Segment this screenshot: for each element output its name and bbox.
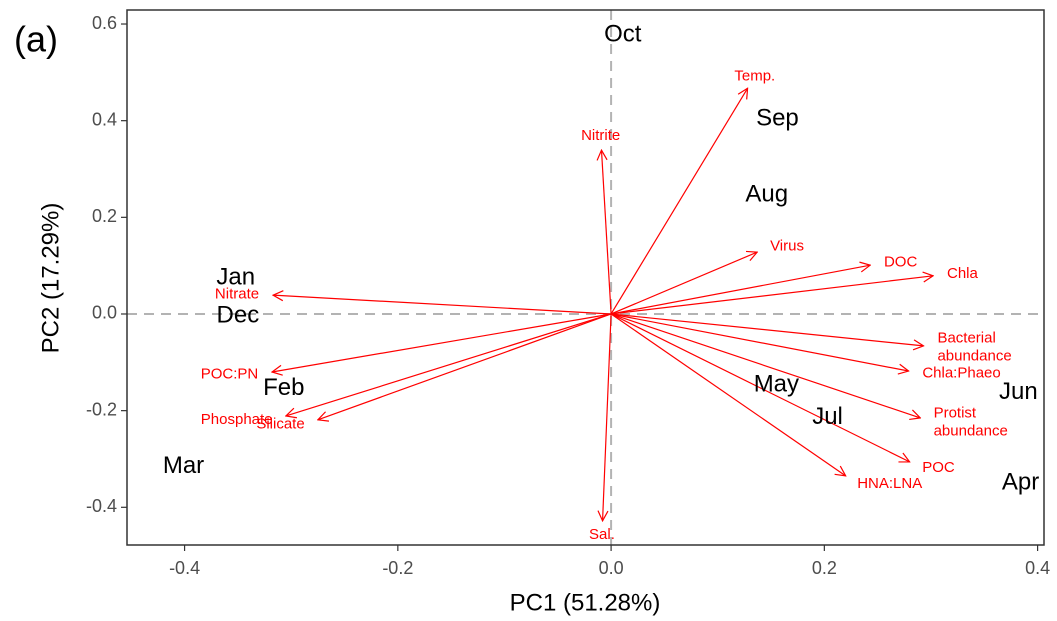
loading-arrow: [611, 313, 923, 346]
sample-point: Jul: [812, 403, 843, 430]
loading-arrow: [603, 313, 612, 521]
x-axis-title: PC1 (51.28%): [510, 589, 661, 616]
loading-arrow: [318, 313, 612, 420]
x-tick-label: -0.2: [382, 558, 413, 578]
sample-point: Dec: [217, 301, 260, 328]
arrow-label: Bacterial abundance: [937, 329, 1011, 364]
arrow-label: Chla: [947, 265, 979, 282]
arrow-label: Virus: [770, 238, 804, 255]
loading-arrow: [273, 295, 612, 315]
loading-arrow: [610, 88, 747, 315]
x-tick-label: 0.4: [1025, 558, 1050, 578]
arrow-label: HNA:LNA: [857, 475, 922, 492]
loading-arrow: [272, 313, 612, 372]
sample-point: Apr: [1002, 468, 1039, 495]
loading-arrow: [610, 313, 846, 476]
y-tick-label: 0.6: [92, 13, 117, 33]
sample-point: May: [754, 370, 799, 397]
x-tick-label: -0.4: [169, 558, 200, 578]
arrow-label: DOC: [884, 254, 918, 271]
sample-point: Mar: [163, 452, 204, 479]
loading-arrow: [601, 150, 612, 315]
x-tick-label: 0.0: [599, 558, 624, 578]
loading-arrow: [286, 313, 612, 416]
sample-point: Feb: [263, 374, 304, 401]
panel-label: (a): [14, 19, 58, 60]
arrow-label: Sal.: [589, 526, 615, 543]
sample-point: Aug: [745, 180, 788, 207]
arrow-label: Silicate: [256, 416, 304, 433]
loading-arrow: [611, 276, 933, 315]
arrow-label: POC:PN: [201, 365, 259, 382]
arrow-label: Temp.: [734, 67, 775, 84]
arrow-label-line: Protist: [934, 404, 977, 421]
sample-point: Sep: [756, 105, 799, 132]
sample-point: Oct: [604, 20, 642, 47]
arrow-label: Nitrate: [215, 285, 259, 302]
y-axis-title: PC2 (17.29%): [37, 203, 64, 354]
arrow-label: Protist abundance: [934, 404, 1008, 439]
loading-arrow: [610, 313, 920, 418]
y-tick-label: 0.0: [92, 303, 117, 323]
sample-point: Jan: [216, 264, 255, 291]
arrow-label: Phosphate: [201, 411, 273, 428]
y-tick-label: -0.2: [86, 399, 117, 419]
arrow-label: POC: [922, 459, 955, 476]
arrow-label-line: abundance: [937, 347, 1011, 364]
y-tick-label: 0.4: [92, 109, 117, 129]
x-tick-label: 0.2: [812, 558, 837, 578]
arrow-label-line: abundance: [934, 422, 1008, 439]
loading-arrow: [610, 313, 908, 371]
arrow-label: Chla:Phaeo: [922, 365, 1000, 382]
plot-border: [126, 9, 1045, 546]
y-tick-label: -0.4: [86, 496, 117, 516]
sample-point: Jun: [999, 378, 1038, 405]
loading-arrow: [610, 265, 870, 315]
arrow-label-line: Bacterial: [937, 329, 995, 346]
arrow-label: Nitrite: [581, 127, 620, 144]
loading-arrow: [610, 313, 910, 462]
loading-arrow: [610, 252, 757, 315]
y-tick-label: 0.2: [92, 206, 117, 226]
